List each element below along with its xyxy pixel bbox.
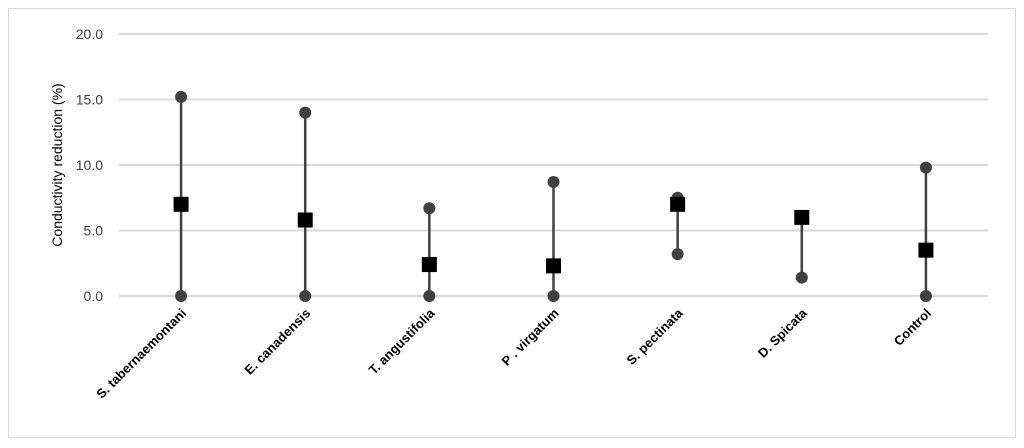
y-axis-label: Conductivity reduction (%) [49,83,65,246]
chart-frame [8,8,1016,438]
x-tick-label: E. canadensis [241,306,313,378]
min-point [299,290,312,302]
x-tick-label: T. angustifolia [366,305,438,377]
min-point [671,248,684,261]
max-point [299,106,312,119]
max-point [175,90,188,103]
mean-point [670,196,686,212]
mean-point [297,212,313,228]
y-tick-label: 5.0 [84,223,104,239]
min-point [919,290,932,302]
max-point [547,176,560,189]
mean-point [421,257,437,273]
min-point [795,271,808,284]
y-tick-label: 15.0 [76,92,103,108]
x-tick-label: S. pectinata [624,305,687,368]
y-tick-label: 20.0 [76,26,103,42]
mean-point [546,258,561,274]
y-tick-label: 10.0 [76,157,103,173]
y-tick-label: 0.0 [84,288,104,304]
x-tick-label: D. Spicata [755,305,811,361]
x-tick-label: S. tabernaemontani [93,306,189,402]
max-point [919,161,932,174]
min-point [175,290,188,302]
x-tick-label: Control [891,306,934,349]
min-point [423,290,436,302]
max-point [423,202,436,215]
x-tick-label: P . virgatum [499,306,562,369]
min-point [547,290,560,302]
mean-point [794,209,810,225]
mean-point [918,242,934,258]
mean-point [173,196,189,212]
